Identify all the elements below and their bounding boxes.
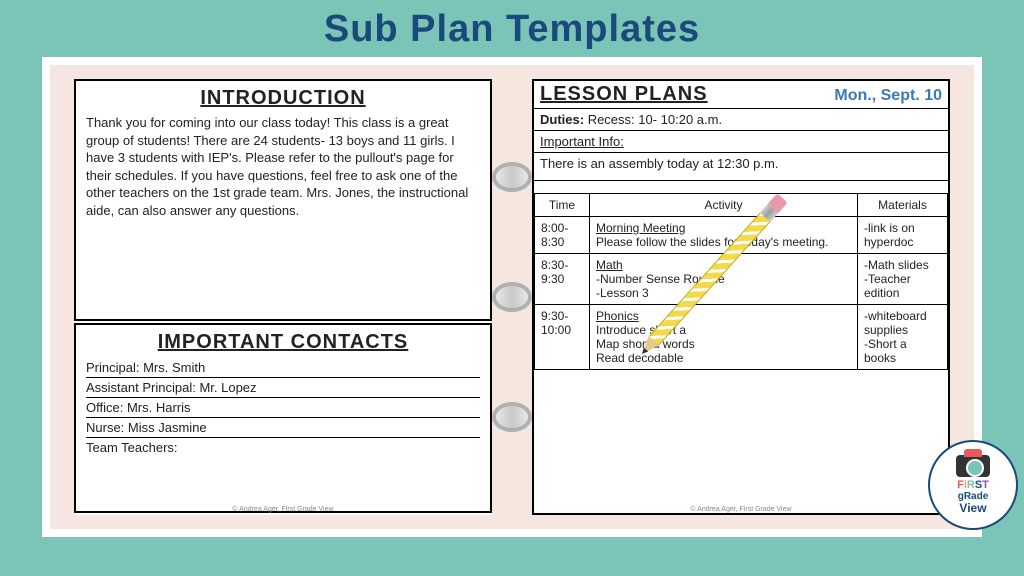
first-grade-view-logo: FiRST gRade View xyxy=(928,440,1018,530)
activity-title: Morning Meeting xyxy=(596,221,685,235)
activity-title: Phonics xyxy=(596,309,639,323)
contact-label: Office: xyxy=(86,400,123,415)
copyright-text: © Andrea Ager, First Grade View xyxy=(232,506,333,513)
col-activity-header: Activity xyxy=(590,194,858,217)
copyright-text: © Andrea Ager, First Grade View xyxy=(690,506,791,513)
contact-row: Assistant Principal: Mr. Lopez xyxy=(86,378,480,398)
col-materials-header: Materials xyxy=(858,194,948,217)
contact-label: Assistant Principal: xyxy=(86,380,196,395)
logo-line1: FiRST xyxy=(957,479,989,491)
contact-row: Office: Mrs. Harris xyxy=(86,398,480,418)
logo-char: R xyxy=(967,479,975,491)
table-row: 8:30-9:30 Math -Number Sense Routine -Le… xyxy=(535,254,948,305)
important-info-label-row: Important Info: xyxy=(534,131,948,153)
duties-label: Duties: xyxy=(540,112,584,127)
introduction-section: INTRODUCTION Thank you for coming into o… xyxy=(74,79,492,321)
activity-cell: Morning Meeting Please follow the slides… xyxy=(590,217,858,254)
important-info-label: Important Info: xyxy=(540,134,624,149)
contact-value: Miss Jasmine xyxy=(128,420,207,435)
schedule-table: Time Activity Materials 8:00-8:30 Mornin… xyxy=(534,193,948,370)
page-title: Sub Plan Templates xyxy=(0,0,1024,57)
ring-icon xyxy=(492,282,532,312)
ring-icon xyxy=(492,162,532,192)
logo-char: T xyxy=(982,479,989,491)
contact-value: Mr. Lopez xyxy=(199,380,256,395)
right-page: LESSON PLANS Mon., Sept. 10 Duties: Rece… xyxy=(532,79,950,515)
camera-icon xyxy=(956,455,990,477)
duties-value: Recess: 10- 10:20 a.m. xyxy=(588,112,722,127)
left-page: INTRODUCTION Thank you for coming into o… xyxy=(74,79,492,515)
materials-cell: -link is on hyperdoc xyxy=(858,217,948,254)
activity-body: Please follow the slides for today's mee… xyxy=(596,235,828,249)
lesson-header: LESSON PLANS Mon., Sept. 10 xyxy=(534,81,948,109)
materials-cell: -whiteboard supplies -Short a books xyxy=(858,305,948,370)
duties-row: Duties: Recess: 10- 10:20 a.m. xyxy=(534,109,948,131)
contact-row: Principal: Mrs. Smith xyxy=(86,358,480,378)
col-time-header: Time xyxy=(535,194,590,217)
table-row: 9:30-10:00 Phonics Introduce short a Map… xyxy=(535,305,948,370)
table-header-row: Time Activity Materials xyxy=(535,194,948,217)
binder: INTRODUCTION Thank you for coming into o… xyxy=(50,65,974,529)
time-cell: 9:30-10:00 xyxy=(535,305,590,370)
activity-cell: Phonics Introduce short a Map short a wo… xyxy=(590,305,858,370)
activity-title: Math xyxy=(596,258,623,272)
logo-char: F xyxy=(957,479,964,491)
contact-label: Team Teachers: xyxy=(86,440,178,455)
contact-row: Team Teachers: xyxy=(86,438,480,457)
time-cell: 8:30-9:30 xyxy=(535,254,590,305)
ring-icon xyxy=(492,402,532,432)
lesson-plans-heading: LESSON PLANS xyxy=(540,83,708,106)
introduction-body: Thank you for coming into our class toda… xyxy=(86,114,480,219)
lesson-plans-section: LESSON PLANS Mon., Sept. 10 Duties: Rece… xyxy=(532,79,950,515)
contact-label: Principal: xyxy=(86,360,139,375)
time-cell: 8:00-8:30 xyxy=(535,217,590,254)
binder-frame: INTRODUCTION Thank you for coming into o… xyxy=(42,57,982,537)
contact-label: Nurse: xyxy=(86,420,124,435)
contact-value: Mrs. Smith xyxy=(143,360,205,375)
materials-cell: -Math slides -Teacher edition xyxy=(858,254,948,305)
contacts-heading: IMPORTANT CONTACTS xyxy=(86,331,480,354)
contact-row: Nurse: Miss Jasmine xyxy=(86,418,480,438)
contacts-section: IMPORTANT CONTACTS Principal: Mrs. Smith… xyxy=(74,323,492,513)
logo-line3: View xyxy=(959,502,986,515)
introduction-heading: INTRODUCTION xyxy=(86,87,480,110)
lesson-date: Mon., Sept. 10 xyxy=(834,87,942,105)
important-info-row: There is an assembly today at 12:30 p.m. xyxy=(534,153,948,181)
important-info-value: There is an assembly today at 12:30 p.m. xyxy=(540,156,778,171)
contact-value: Mrs. Harris xyxy=(127,400,191,415)
binder-rings xyxy=(492,162,532,432)
